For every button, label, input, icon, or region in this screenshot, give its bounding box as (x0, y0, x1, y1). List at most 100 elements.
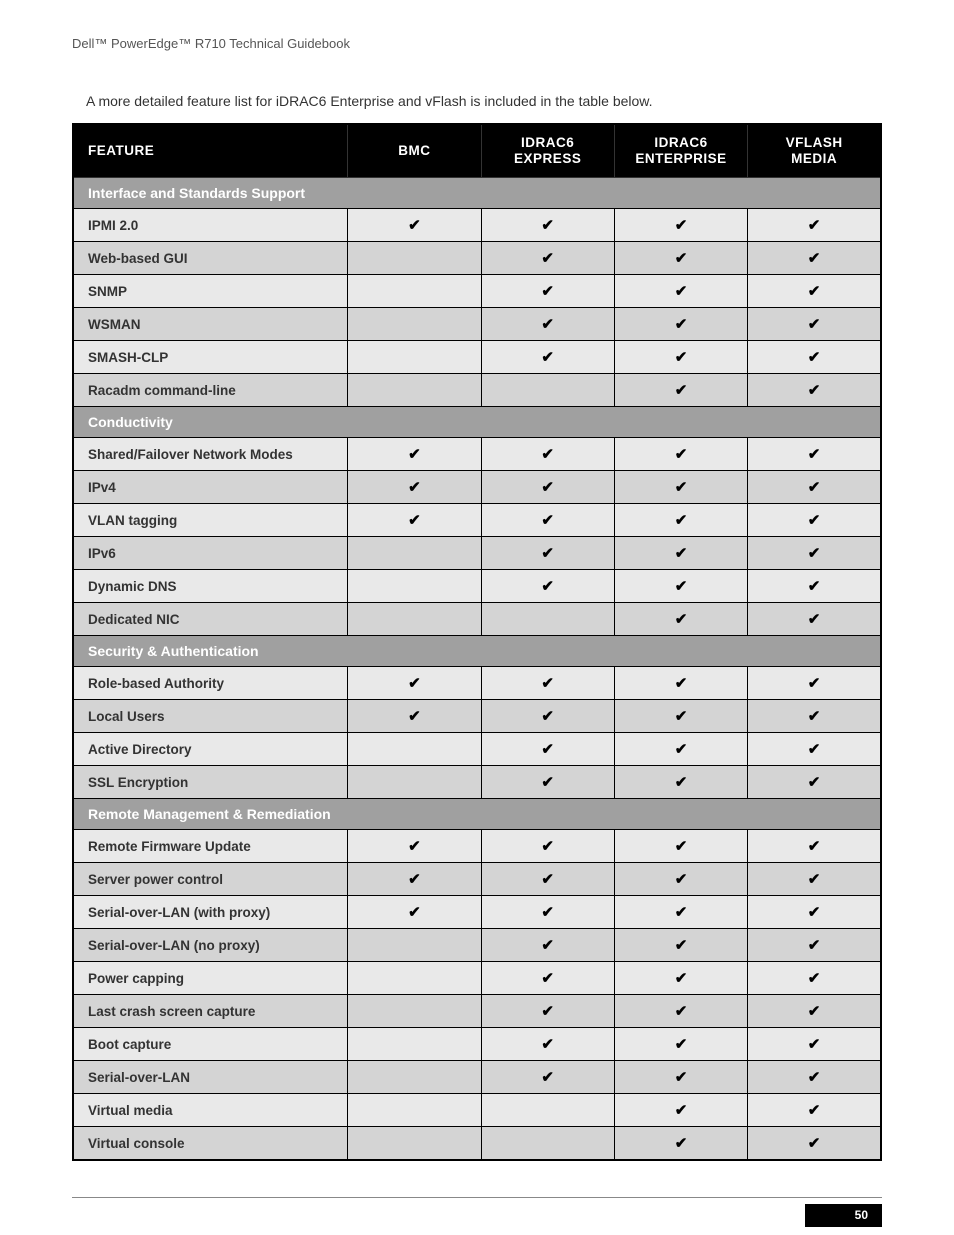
feature-value-cell: ✔ (481, 896, 614, 929)
check-icon: ✔ (808, 382, 821, 399)
feature-value-cell (348, 341, 481, 374)
feature-value-cell: ✔ (481, 1028, 614, 1061)
feature-label: Server power control (73, 863, 348, 896)
feature-value-cell (348, 1094, 481, 1127)
table-row: IPMI 2.0✔✔✔✔ (73, 209, 881, 242)
check-icon: ✔ (808, 970, 821, 987)
table-row: Active Directory✔✔✔ (73, 733, 881, 766)
feature-label: Active Directory (73, 733, 348, 766)
feature-label: SSL Encryption (73, 766, 348, 799)
feature-value-cell: ✔ (748, 896, 881, 929)
feature-value-cell: ✔ (748, 733, 881, 766)
feature-value-cell: ✔ (481, 275, 614, 308)
feature-value-cell: ✔ (614, 863, 747, 896)
feature-value-cell: ✔ (748, 308, 881, 341)
check-icon: ✔ (675, 479, 688, 496)
feature-value-cell: ✔ (614, 1127, 747, 1161)
check-icon: ✔ (675, 512, 688, 529)
feature-value-cell: ✔ (481, 929, 614, 962)
feature-value-cell: ✔ (614, 700, 747, 733)
feature-value-cell: ✔ (748, 830, 881, 863)
check-icon: ✔ (675, 446, 688, 463)
section-label: Interface and Standards Support (73, 178, 881, 209)
feature-value-cell: ✔ (481, 667, 614, 700)
feature-value-cell (348, 242, 481, 275)
check-icon: ✔ (675, 382, 688, 399)
check-icon: ✔ (541, 217, 554, 234)
feature-value-cell: ✔ (748, 341, 881, 374)
check-icon: ✔ (541, 1036, 554, 1053)
check-icon: ✔ (808, 871, 821, 888)
feature-label: Serial-over-LAN (73, 1061, 348, 1094)
table-section-row: Security & Authentication (73, 636, 881, 667)
table-header-cell: IDRAC6EXPRESS (481, 124, 614, 178)
feature-value-cell: ✔ (348, 830, 481, 863)
table-header-cell: IDRAC6ENTERPRISE (614, 124, 747, 178)
check-icon: ✔ (541, 1069, 554, 1086)
feature-value-cell: ✔ (481, 570, 614, 603)
section-label: Conductivity (73, 407, 881, 438)
check-icon: ✔ (808, 611, 821, 628)
table-row: Dynamic DNS✔✔✔ (73, 570, 881, 603)
table-header-row: FEATUREBMCIDRAC6EXPRESSIDRAC6ENTERPRISEV… (73, 124, 881, 178)
check-icon: ✔ (675, 871, 688, 888)
feature-label: Serial-over-LAN (no proxy) (73, 929, 348, 962)
feature-value-cell: ✔ (614, 896, 747, 929)
feature-value-cell: ✔ (481, 700, 614, 733)
feature-value-cell: ✔ (748, 995, 881, 1028)
table-row: Serial-over-LAN✔✔✔ (73, 1061, 881, 1094)
feature-value-cell: ✔ (748, 1127, 881, 1161)
feature-label: VLAN tagging (73, 504, 348, 537)
page-number-badge: 50 (805, 1204, 882, 1227)
feature-value-cell: ✔ (748, 700, 881, 733)
feature-value-cell: ✔ (481, 537, 614, 570)
feature-label: Role-based Authority (73, 667, 348, 700)
feature-value-cell: ✔ (748, 570, 881, 603)
feature-value-cell: ✔ (481, 995, 614, 1028)
table-row: Boot capture✔✔✔ (73, 1028, 881, 1061)
feature-value-cell: ✔ (748, 1028, 881, 1061)
check-icon: ✔ (675, 1102, 688, 1119)
feature-value-cell: ✔ (748, 374, 881, 407)
check-icon: ✔ (408, 479, 421, 496)
feature-label: WSMAN (73, 308, 348, 341)
check-icon: ✔ (541, 479, 554, 496)
check-icon: ✔ (541, 741, 554, 758)
feature-value-cell: ✔ (748, 504, 881, 537)
check-icon: ✔ (541, 937, 554, 954)
feature-value-cell: ✔ (614, 962, 747, 995)
feature-value-cell: ✔ (614, 1061, 747, 1094)
feature-value-cell: ✔ (481, 471, 614, 504)
feature-value-cell (348, 1028, 481, 1061)
feature-comparison-table: FEATUREBMCIDRAC6EXPRESSIDRAC6ENTERPRISEV… (72, 123, 882, 1161)
check-icon: ✔ (675, 217, 688, 234)
table-row: Power capping✔✔✔ (73, 962, 881, 995)
check-icon: ✔ (675, 545, 688, 562)
check-icon: ✔ (541, 250, 554, 267)
table-row: Shared/Failover Network Modes✔✔✔✔ (73, 438, 881, 471)
feature-value-cell: ✔ (348, 209, 481, 242)
feature-value-cell: ✔ (748, 929, 881, 962)
check-icon: ✔ (808, 250, 821, 267)
feature-value-cell: ✔ (748, 863, 881, 896)
check-icon: ✔ (541, 545, 554, 562)
feature-value-cell: ✔ (748, 438, 881, 471)
check-icon: ✔ (541, 675, 554, 692)
check-icon: ✔ (675, 1069, 688, 1086)
feature-value-cell: ✔ (614, 929, 747, 962)
table-row: WSMAN✔✔✔ (73, 308, 881, 341)
check-icon: ✔ (675, 250, 688, 267)
feature-label: Web-based GUI (73, 242, 348, 275)
page-footer: 50 (72, 1197, 882, 1228)
feature-label: Virtual media (73, 1094, 348, 1127)
check-icon: ✔ (675, 708, 688, 725)
feature-value-cell: ✔ (348, 504, 481, 537)
feature-value-cell: ✔ (348, 863, 481, 896)
feature-value-cell (348, 570, 481, 603)
feature-value-cell (348, 929, 481, 962)
table-row: Serial-over-LAN (with proxy)✔✔✔✔ (73, 896, 881, 929)
feature-value-cell (348, 374, 481, 407)
feature-value-cell: ✔ (348, 896, 481, 929)
table-row: Web-based GUI ✔ ✔ ✔ (73, 242, 881, 275)
feature-value-cell: ✔ (614, 308, 747, 341)
